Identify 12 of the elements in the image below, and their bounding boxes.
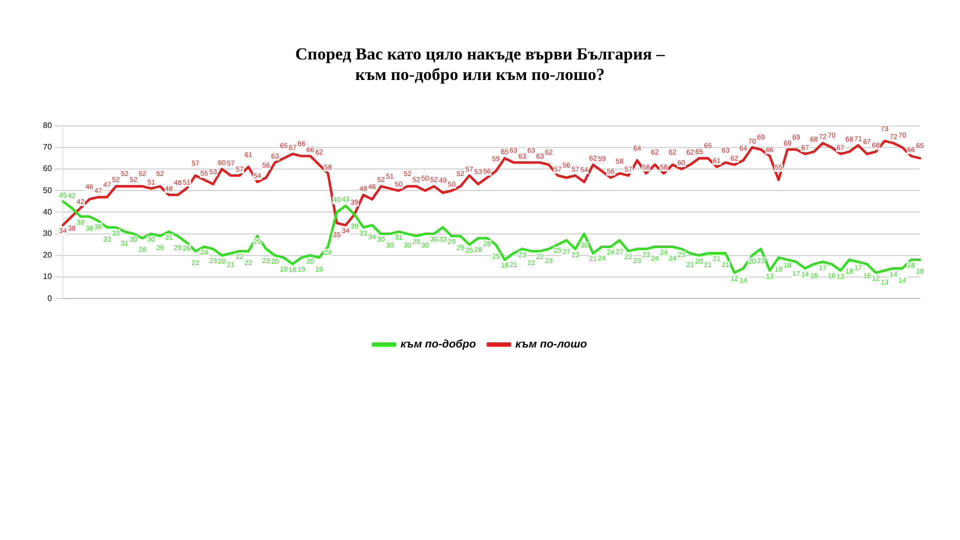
y-tick-label: 60 [42, 164, 52, 174]
y-tick-label: 10 [42, 272, 52, 282]
y-tick-label: 40 [42, 207, 52, 216]
y-tick-label: 50 [42, 186, 52, 195]
y-tick-label: 70 [42, 142, 52, 152]
chart-title: Според Вас като цяло накъде върви България – към по-добро или към по-лошо? [295, 44, 666, 84]
y-tick-label: 30 [42, 229, 52, 238]
legend-label: към по-добро [400, 338, 476, 351]
y-tick-label: 20 [42, 250, 52, 260]
y-tick-label: 0 [47, 294, 52, 303]
y-tick-label: 80 [42, 121, 52, 130]
legend-label: към по-лошо [515, 338, 588, 351]
